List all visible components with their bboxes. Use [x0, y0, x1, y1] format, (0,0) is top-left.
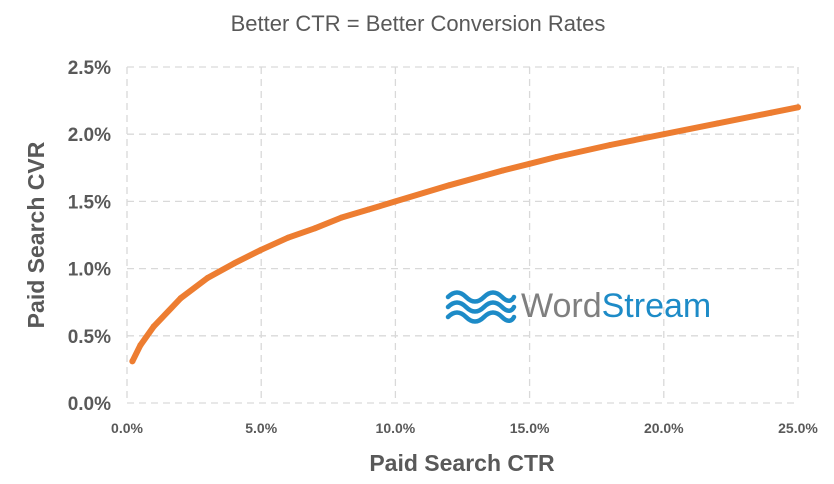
y-tick-label: 1.5%: [68, 192, 111, 213]
y-axis-label: Paid Search CVR: [23, 141, 49, 328]
data-point: [137, 342, 144, 349]
grid-lines: [126, 66, 799, 404]
y-tick-label: 2.5%: [68, 58, 111, 79]
data-point: [553, 154, 560, 160]
data-point: [204, 275, 211, 281]
data-point: [258, 246, 265, 253]
data-point: [607, 142, 614, 148]
data-point: [660, 131, 667, 138]
data-point: [150, 323, 157, 330]
data-point: [795, 104, 801, 111]
waves-icon: [445, 290, 517, 324]
y-tick-label: 0.0%: [68, 394, 111, 415]
data-point: [714, 120, 721, 127]
data-point: [338, 214, 345, 221]
series-layer: [129, 104, 801, 365]
y-tick-label: 1.0%: [68, 260, 111, 281]
x-tick-label: 10.0%: [376, 420, 416, 436]
wordstream-logo: WordStream: [445, 287, 711, 325]
data-point: [129, 358, 136, 365]
logo-word-part2: Stream: [602, 287, 712, 325]
data-point: [526, 160, 533, 167]
x-tick-label: 15.0%: [510, 420, 550, 436]
data-point: [365, 206, 372, 213]
data-point: [392, 198, 399, 205]
x-tick-label: 25.0%: [778, 420, 818, 436]
data-point: [446, 182, 453, 189]
x-tick-label: 5.0%: [245, 420, 277, 436]
logo-word-part1: Word: [521, 287, 602, 325]
data-point: [231, 260, 238, 267]
y-tick-label: 0.5%: [68, 327, 111, 348]
x-tick-label: 0.0%: [111, 420, 143, 436]
y-tick-label: 2.0%: [68, 125, 111, 146]
data-point: [768, 109, 775, 116]
x-tick-labels: 0.0% 5.0% 10.0% 15.0% 20.0% 25.0%: [111, 420, 818, 436]
data-point: [177, 295, 184, 302]
logo-wordmark: WordStream: [521, 287, 711, 325]
data-point: [499, 167, 506, 174]
data-point: [311, 225, 318, 232]
y-tick-labels: 0.0% 0.5% 1.0% 1.5% 2.0% 2.5%: [68, 58, 111, 415]
data-point: [285, 234, 291, 241]
x-tick-label: 20.0%: [644, 420, 684, 436]
x-axis-label: Paid Search CTR: [369, 450, 555, 476]
chart-title: Better CTR = Better Conversion Rates: [231, 11, 606, 36]
